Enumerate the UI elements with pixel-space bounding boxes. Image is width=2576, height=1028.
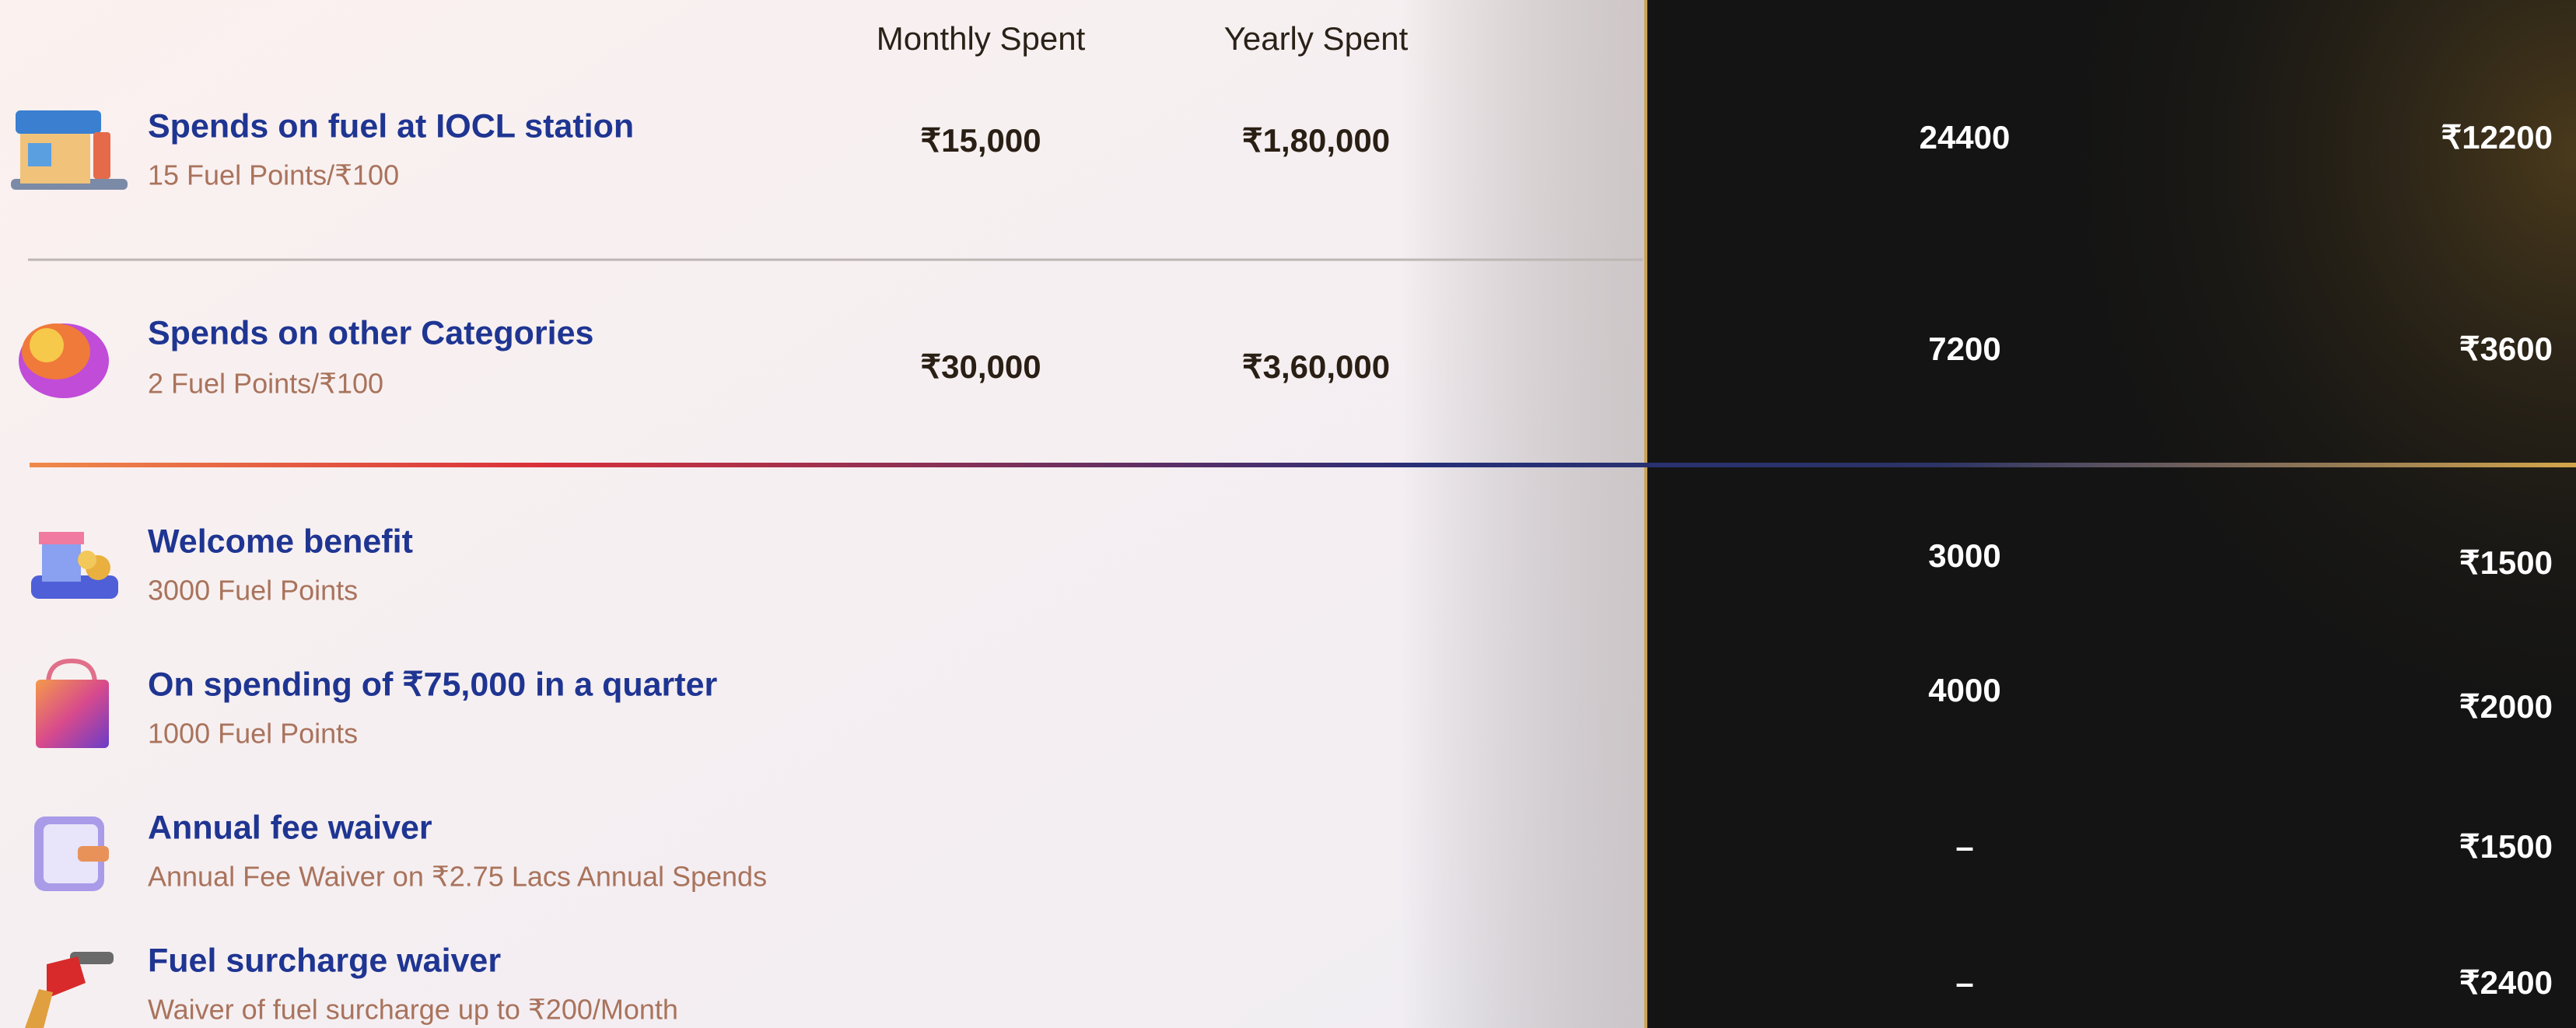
fuel-points: 4000: [1928, 672, 2000, 708]
value: ₹12200: [2441, 119, 2553, 156]
fuel-points: –: [1955, 828, 1973, 865]
monthly-amount: ₹15,000: [920, 122, 1041, 159]
row-subtitle: 15 Fuel Points/₹100: [148, 159, 399, 191]
value: ₹2000: [2459, 688, 2553, 725]
value: ₹2400: [2459, 964, 2553, 1001]
page: {"header": {"monthly": "Monthly Spent", …: [0, 0, 2576, 1028]
yearly-amount: ₹1,80,000: [1242, 122, 1390, 159]
row-subtitle: Annual Fee Waiver on ₹2.75 Lacs Annual S…: [148, 861, 767, 893]
fuel-points: 3000: [1928, 537, 2000, 574]
row-title: On spending of ₹75,000 in a quarter: [148, 666, 718, 703]
row-subtitle: 2 Fuel Points/₹100: [148, 368, 383, 400]
value: ₹1500: [2459, 828, 2553, 865]
coins-icon: [19, 323, 109, 398]
panel-shadow: [1400, 0, 1646, 1028]
row-subtitle: 1000 Fuel Points: [148, 718, 358, 750]
row-title: Spends on fuel at IOCL station: [148, 107, 634, 145]
row-title: Welcome benefit: [148, 523, 413, 560]
row-subtitle: 3000 Fuel Points: [148, 575, 358, 607]
header-yearly: Yearly Spent: [1224, 20, 1409, 57]
yearly-amount: ₹3,60,000: [1242, 348, 1390, 385]
row-title: Fuel surcharge waiver: [148, 942, 501, 979]
fuel-points: –: [1955, 964, 1973, 1001]
monthly-amount: ₹30,000: [920, 348, 1041, 385]
fuel-points: 24400: [1920, 119, 2011, 156]
row-title: Spends on other Categories: [148, 314, 593, 351]
value: ₹3600: [2459, 330, 2553, 367]
panel-glow: [1646, 0, 2576, 1028]
rewards-table: Monthly Spent Yearly Spent Spends on fue…: [0, 0, 2576, 1028]
row-subtitle: Waiver of fuel surcharge up to ₹200/Mont…: [148, 994, 678, 1026]
value: ₹1500: [2459, 544, 2553, 581]
fuel-points: 7200: [1928, 330, 2000, 367]
card-icon: [34, 816, 109, 891]
row-title: Annual fee waiver: [148, 809, 432, 846]
gradient-divider: [30, 463, 2576, 467]
header-monthly: Monthly Spent: [877, 20, 1086, 57]
